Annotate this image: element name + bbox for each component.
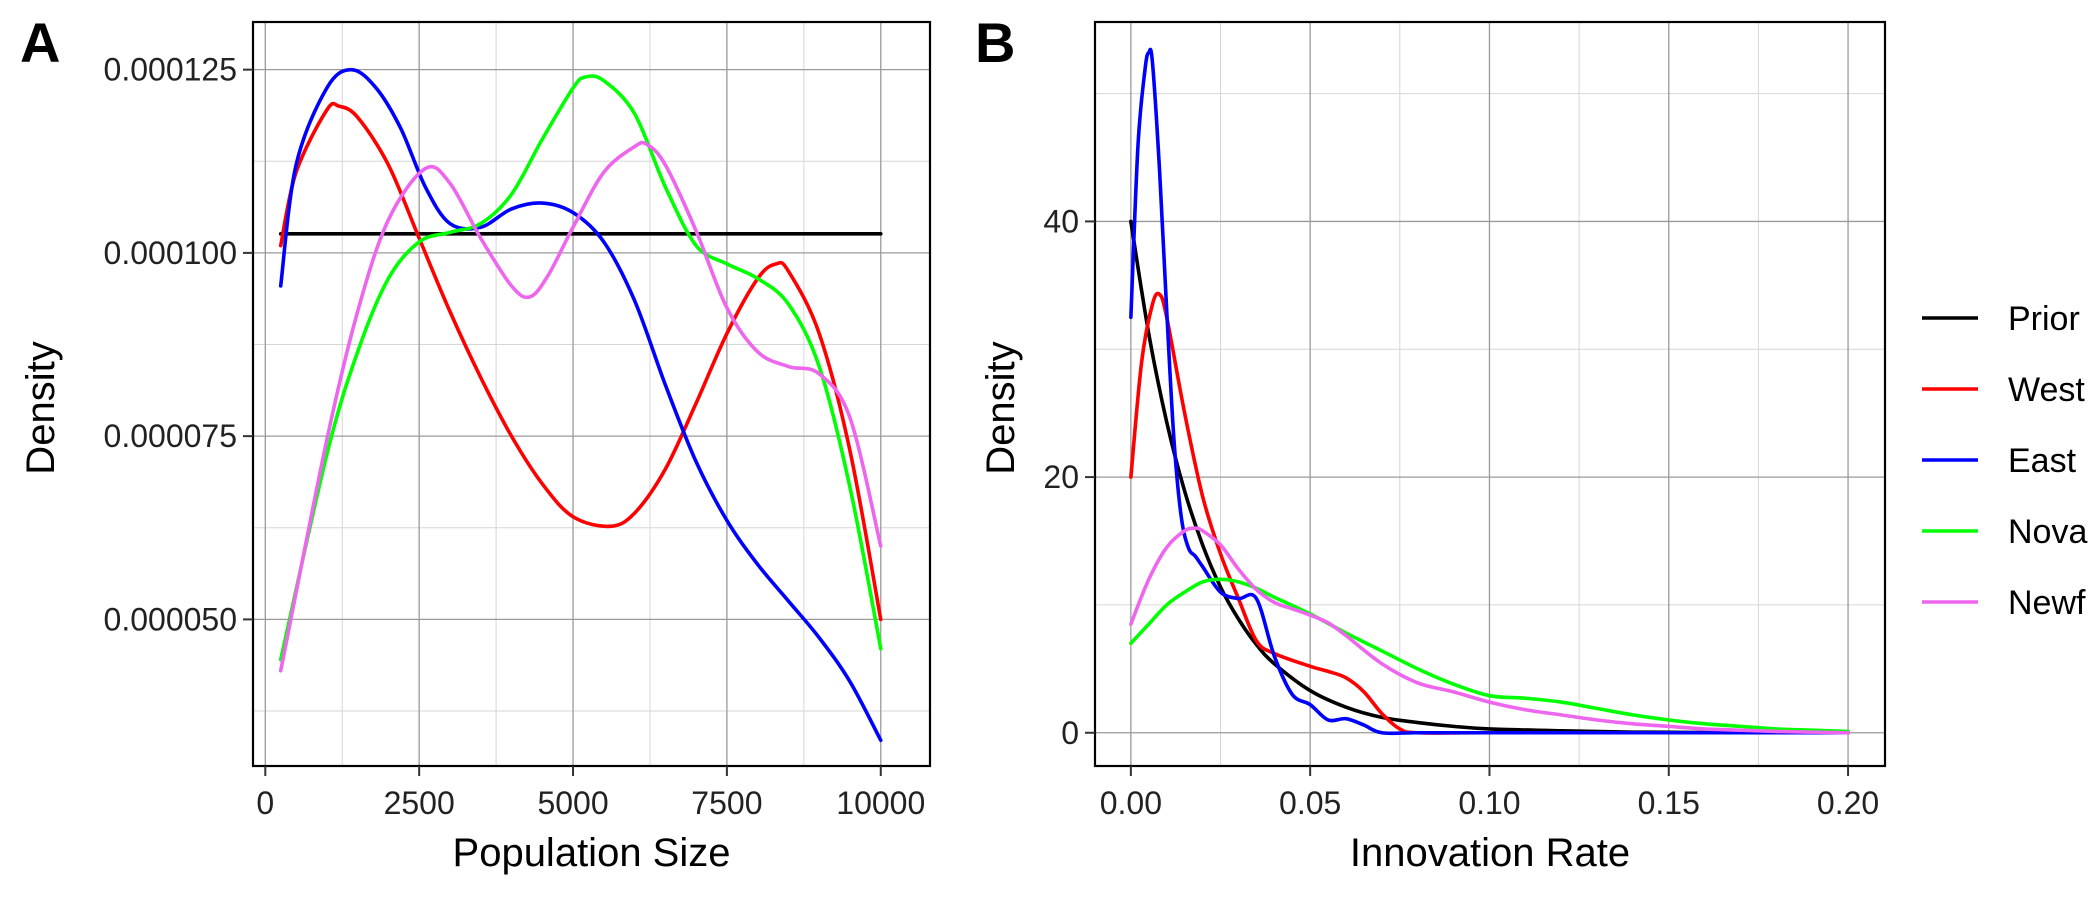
legend-item-prior: Prior [1922, 300, 2080, 338]
y-tick-label: 0.000125 [104, 52, 237, 88]
y-tick-label: 0.000075 [104, 418, 237, 454]
series-group [278, 67, 883, 743]
panel-a: 0 2500 5000 7500 10000 0.000050 0.000075 0.0001… [19, 11, 932, 875]
x-tick-label: 0.05 [1279, 785, 1341, 821]
y-tick-label: 0.000100 [104, 235, 237, 271]
x-axis-title: Innovation Rate [1350, 831, 1630, 875]
series-line-newf [278, 140, 883, 673]
x-tick-label: 10000 [836, 785, 925, 821]
legend-label: Prior [2008, 300, 2080, 338]
x-tick-label: 0.00 [1100, 785, 1162, 821]
series-group [1129, 47, 1850, 736]
x-tick-label: 2500 [384, 785, 455, 821]
plot-border [251, 20, 932, 768]
panel-letter: B [975, 11, 1015, 74]
x-tick-label: 0.10 [1458, 785, 1520, 821]
grid [1095, 22, 1885, 766]
x-tick-label: 7500 [691, 785, 762, 821]
legend-label: West [2008, 371, 2085, 409]
x-tick-label: 0.20 [1817, 785, 1879, 821]
y-axis-title: Density [979, 341, 1023, 474]
x-tick-label: 0.15 [1638, 785, 1700, 821]
series-line-east [278, 67, 883, 743]
legend: Prior West East Nova Newf [1922, 300, 2087, 622]
series-line-nova [1129, 577, 1850, 734]
legend-item-west: West [1922, 371, 2085, 409]
legend-item-east: East [1922, 442, 2077, 480]
legend-label: Newf [2008, 584, 2086, 622]
legend-label: Nova [2008, 513, 2087, 551]
y-tick-label: 0 [1061, 715, 1079, 751]
legend-label: East [2008, 442, 2077, 480]
y-axis-title: Density [19, 341, 63, 474]
y-tick-label: 40 [1043, 203, 1079, 239]
x-tick-label: 5000 [537, 785, 608, 821]
legend-item-newf: Newf [1922, 584, 2086, 622]
series-line-nova [278, 74, 883, 662]
series-line-east [1129, 47, 1850, 736]
x-tick-label: 0 [256, 785, 274, 821]
panel-b: 0.00 0.05 0.10 0.15 0.20 0 20 40 Innovation Rate… [975, 11, 1887, 875]
series-line-west [278, 101, 883, 622]
y-tick-label: 20 [1043, 459, 1079, 495]
x-axis-title: Population Size [453, 831, 731, 875]
y-tick-label: 0.000050 [104, 601, 237, 637]
series-line-newf [1129, 526, 1850, 735]
legend-item-nova: Nova [1922, 513, 2087, 551]
panel-letter: A [20, 11, 60, 74]
